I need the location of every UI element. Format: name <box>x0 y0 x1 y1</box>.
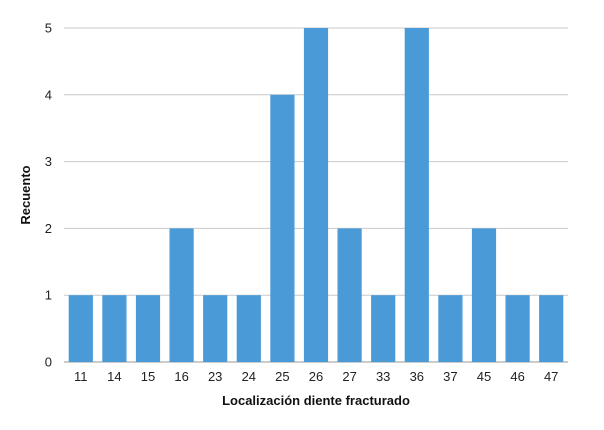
bar-36 <box>404 28 429 362</box>
x-tick-label: 37 <box>443 369 457 384</box>
x-tick-label: 11 <box>74 369 88 384</box>
bar-45 <box>471 228 497 362</box>
x-tick-label: 47 <box>544 369 558 384</box>
y-tick-label: 3 <box>45 154 52 169</box>
bars <box>68 28 564 363</box>
bar-25 <box>270 94 295 363</box>
x-tick-label: 45 <box>477 369 491 384</box>
bar-33 <box>371 295 396 362</box>
bar-14 <box>102 295 127 362</box>
x-tick-label: 46 <box>510 369 524 384</box>
x-axis-ticks: 11 14 15 16 23 24 25 26 27 33 36 37 45 46 47 <box>74 369 558 384</box>
y-tick-label: 4 <box>45 87 52 102</box>
y-axis-title: Recuento <box>18 165 33 224</box>
y-tick-label: 5 <box>45 21 52 36</box>
x-tick-label: 23 <box>208 369 222 384</box>
x-tick-label: 27 <box>342 369 356 384</box>
bar-37 <box>438 295 463 362</box>
x-tick-label: 16 <box>174 369 188 384</box>
x-tick-label: 26 <box>309 369 323 384</box>
x-tick-label: 14 <box>107 369 121 384</box>
y-tick-label: 0 <box>45 355 52 370</box>
y-tick-label: 1 <box>45 288 52 303</box>
bar-46 <box>505 295 530 362</box>
bar-15 <box>135 295 161 362</box>
bar-26 <box>303 28 329 362</box>
x-axis-title: Localización diente fracturado <box>222 393 410 408</box>
bar-47 <box>539 295 564 362</box>
x-tick-label: 33 <box>376 369 390 384</box>
y-tick-label: 2 <box>45 221 52 236</box>
bar-24 <box>236 295 261 362</box>
bar-16 <box>169 228 194 362</box>
bar-27 <box>337 228 362 362</box>
x-tick-label: 36 <box>410 369 424 384</box>
x-tick-label: 15 <box>141 369 155 384</box>
x-tick-label: 25 <box>275 369 289 384</box>
x-tick-label: 24 <box>242 369 256 384</box>
y-axis-ticks: 0 1 2 3 4 5 <box>45 21 52 370</box>
bar-11 <box>68 295 93 362</box>
bar-23 <box>203 295 228 362</box>
